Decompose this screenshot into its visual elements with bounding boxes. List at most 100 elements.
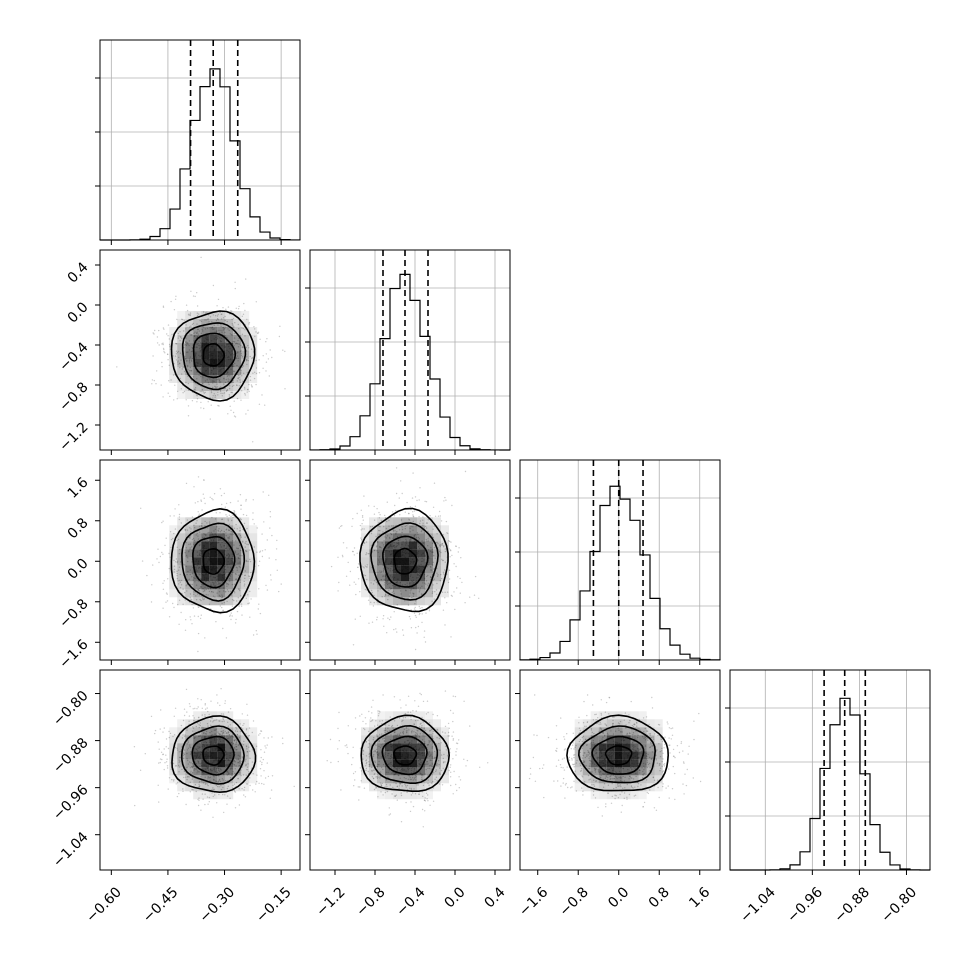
scatter-point — [155, 383, 157, 385]
scatter-point — [240, 399, 242, 401]
scatter-point — [204, 319, 206, 321]
density-cell — [409, 541, 417, 550]
scatter-point — [372, 605, 375, 607]
scatter-point — [217, 391, 219, 393]
scatter-point — [254, 371, 256, 373]
scatter-point — [269, 349, 271, 351]
scatter-point — [164, 544, 166, 547]
scatter-point — [445, 499, 447, 501]
scatter-point — [198, 330, 200, 332]
scatter-point — [259, 733, 261, 735]
scatter-point — [225, 308, 227, 310]
scatter-point — [228, 387, 231, 390]
scatter-point — [354, 771, 357, 773]
scatter-point — [223, 328, 225, 330]
scatter-point — [185, 341, 187, 344]
hist-panel-2 — [515, 459, 721, 665]
y-tick-label: −1.04 — [50, 829, 92, 871]
density-cell — [169, 351, 178, 359]
scatter-point — [154, 732, 156, 735]
scatter-point — [234, 550, 236, 553]
density-cell — [209, 391, 218, 399]
scatter-point — [405, 801, 407, 804]
scatter-point — [450, 784, 452, 787]
scatter-point — [176, 343, 178, 345]
density-cell — [169, 367, 178, 375]
scatter-point — [412, 511, 414, 513]
scatter-point — [267, 737, 269, 739]
scatter-point — [185, 360, 188, 362]
scatter-point — [234, 341, 236, 343]
density-cell — [217, 589, 226, 598]
scatter-point — [179, 548, 181, 551]
scatter-point — [241, 346, 243, 349]
scatter-point — [252, 372, 254, 374]
scatter-point — [252, 634, 255, 636]
scatter-point — [425, 612, 427, 614]
scatter-point — [242, 513, 245, 516]
scatter-point — [244, 392, 246, 395]
density-cell — [233, 565, 242, 574]
scatter-point — [337, 590, 339, 592]
scatter-point — [243, 386, 246, 389]
scatter-point — [436, 715, 439, 717]
scatter-point — [162, 520, 164, 522]
scatter-point — [449, 556, 451, 558]
scatter-point — [250, 348, 253, 350]
density-cell — [201, 335, 210, 343]
scatter-point — [179, 363, 181, 365]
scatter-point — [338, 711, 340, 714]
density-cell — [193, 375, 202, 383]
scatter-point — [264, 404, 266, 406]
scatter-point — [446, 602, 448, 604]
scatter-point — [229, 333, 231, 335]
density-cell — [193, 711, 202, 720]
scatter-point — [160, 384, 162, 386]
scatter-point — [176, 560, 179, 562]
scatter-point — [170, 300, 172, 303]
scatter-point — [221, 503, 223, 506]
scatter-point — [229, 533, 231, 535]
scatter-point — [241, 346, 243, 348]
density-cell — [233, 359, 242, 367]
density-cell — [185, 565, 194, 574]
scatter-point — [181, 318, 183, 320]
scatter-point — [414, 700, 416, 702]
scatter-point — [226, 389, 229, 391]
scatter-point — [186, 364, 189, 367]
scatter-point — [399, 699, 401, 701]
scatter-point — [260, 749, 262, 751]
scatter-point — [452, 695, 454, 697]
scatter-point — [231, 534, 233, 536]
scatter-point — [199, 319, 201, 322]
scatter-point — [241, 390, 243, 392]
scatter-point — [219, 381, 221, 384]
density-cell — [385, 533, 393, 542]
scatter-point — [459, 592, 461, 594]
scatter-point — [218, 380, 221, 382]
scatter-point — [190, 370, 193, 372]
scatter-point — [368, 505, 370, 507]
scatter-point — [452, 739, 454, 741]
scatter-point — [185, 324, 187, 326]
scatter-point — [359, 591, 361, 593]
scatter-point — [234, 416, 237, 418]
scatter-point — [352, 757, 354, 759]
scatter-point — [265, 353, 267, 355]
scatter-point — [245, 413, 247, 415]
scatter-panel-3-1 — [305, 669, 511, 875]
density-cell — [225, 335, 234, 343]
scatter-point — [216, 802, 218, 804]
scatter-point — [259, 551, 261, 553]
scatter-point — [175, 783, 177, 785]
scatter-point — [244, 388, 246, 390]
scatter-point — [187, 313, 190, 315]
density-cell — [177, 319, 186, 327]
scatter-point — [166, 758, 168, 760]
scatter-point — [168, 338, 170, 340]
scatter-point — [170, 538, 173, 541]
scatter-point — [183, 319, 185, 321]
scatter-point — [351, 763, 353, 766]
scatter-point — [252, 518, 254, 521]
